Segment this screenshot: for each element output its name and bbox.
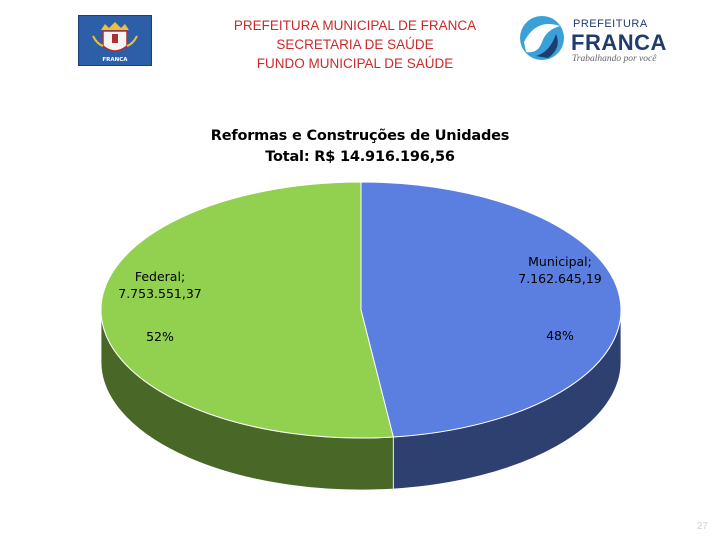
chart-subtitle: Total: R$ 14.916.196,56	[265, 149, 455, 165]
slice-municipal	[360, 181, 622, 438]
swoosh-logo-icon	[520, 16, 564, 60]
slice-federal	[100, 181, 394, 439]
header-line-2: SECRETARIA DE SAÚDE	[276, 37, 434, 52]
header-line-1: PREFEITURA MUNICIPAL DE FRANCA	[233, 18, 477, 33]
slice-label: Federal;	[135, 269, 185, 284]
header-line-3: FUNDO MUNICIPAL DE SAÚDE	[256, 56, 454, 71]
chart-title-block: Reformas e Construções de Unidades Total…	[150, 126, 570, 168]
logo-slogan: Trabalhando por você	[572, 54, 657, 64]
logo-text-main: FRANCA	[571, 30, 667, 55]
prefeitura-logo: PREFEITURA FRANCA Trabalhando por você	[516, 12, 666, 68]
page-number: 27	[696, 521, 708, 532]
slice-percent-label: 52%	[146, 329, 174, 344]
logo-text-top: PREFEITURA	[573, 18, 648, 30]
slice-value-label: 7.753.551,37	[118, 286, 202, 301]
slice-percent-label: 48%	[546, 328, 574, 343]
page-header: PREFEITURA MUNICIPAL DE FRANCA SECRETARI…	[205, 16, 505, 73]
chart-title: Reformas e Construções de Unidades	[210, 128, 510, 144]
slice-value-label: 7.162.645,19	[518, 271, 602, 286]
slice-label: Municipal;	[528, 254, 592, 269]
coat-of-arms-icon: FRANCA	[78, 15, 152, 66]
crest-label: FRANCA	[102, 57, 128, 63]
